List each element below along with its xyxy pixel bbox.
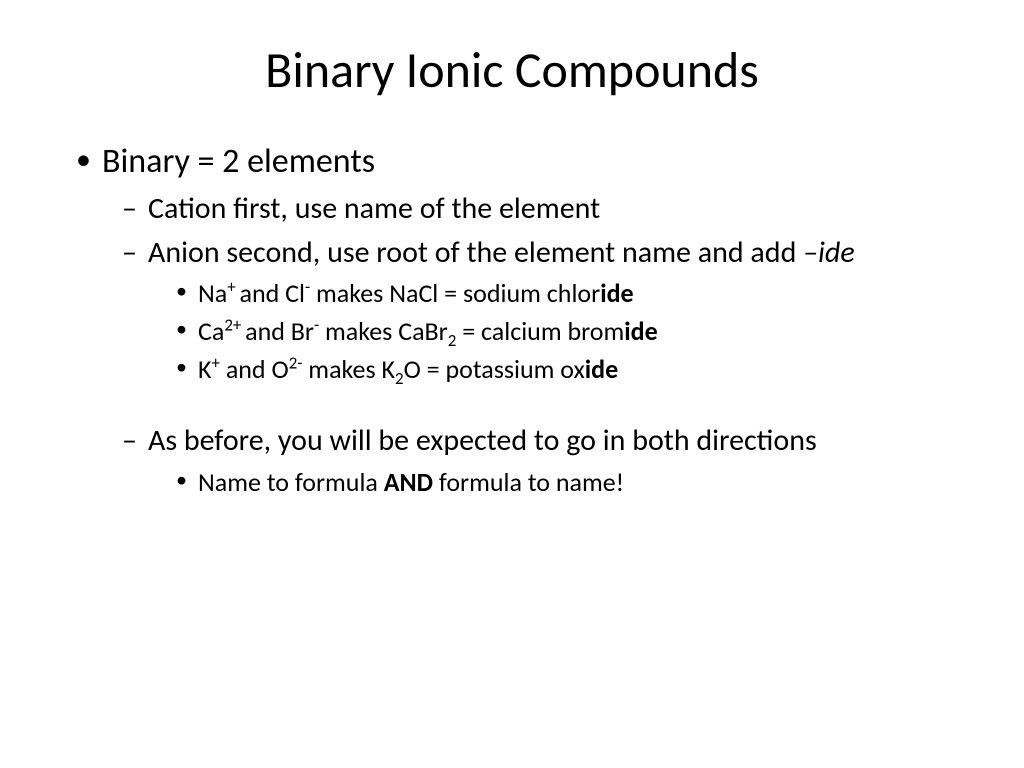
example-cabr2: Ca2+ and Br- makes CaBr2 = calcium bromi… — [174, 315, 954, 349]
bullet-list-level3-examples: Na+ and Cl- makes NaCl = sodium chloride… — [148, 277, 954, 386]
ex2-cation-charge: 2+ — [224, 314, 245, 335]
l3-name-formula: Name to formula AND formula to name! — [174, 466, 954, 500]
l1-text: Binary = 2 elements — [102, 141, 375, 182]
spacer — [120, 392, 954, 422]
l1-binary-definition: Binary = 2 elements Cation first, use na… — [70, 141, 954, 500]
l2-ide-suffix: –ide — [803, 234, 855, 271]
ex3-makes-pre: makes K — [302, 353, 395, 385]
ex3-makes-post: O = potassium ox — [404, 353, 585, 385]
slide-title: Binary Ionic Compounds — [70, 40, 954, 101]
ex2-makes-post: = calcium brom — [456, 315, 624, 347]
ex3-conj: and O — [220, 353, 289, 385]
ex2-cation: Ca — [198, 315, 224, 347]
l3-and: AND — [384, 466, 433, 498]
l2-text-pre: Anion second, use root of the element na… — [148, 234, 803, 271]
l2-anion-rule: Anion second, use root of the element na… — [120, 234, 954, 387]
bullet-list-level1: Binary = 2 elements Cation first, use na… — [70, 141, 954, 500]
ex1-ide: ide — [600, 277, 633, 309]
ex1-cation-charge: + — [227, 276, 239, 297]
bullet-list-level3-final: Name to formula AND formula to name! — [148, 466, 954, 500]
l2-text: As before, you will be expected to go in… — [148, 422, 817, 459]
example-nacl: Na+ and Cl- makes NaCl = sodium chloride — [174, 277, 954, 311]
ex2-makes-pre: makes CaBr — [319, 315, 448, 347]
ex1-conj: and Cl — [239, 277, 304, 309]
bullet-list-level2: Cation first, use name of the element An… — [102, 190, 954, 500]
ex3-cation-charge: + — [212, 352, 220, 373]
l2-cation-rule: Cation first, use name of the element — [120, 190, 954, 228]
l2-both-directions: As before, you will be expected to go in… — [120, 422, 954, 499]
example-k2o: K+ and O2- makes K2O = potassium oxide — [174, 353, 954, 387]
l3-post: formula to name! — [433, 466, 624, 498]
ex3-subscript: 2 — [395, 368, 404, 389]
ex1-cation: Na — [198, 277, 227, 309]
l2-text: Cation first, use name of the element — [148, 190, 600, 227]
ex3-anion-charge: 2- — [289, 352, 303, 373]
ex2-ide: ide — [624, 315, 657, 347]
ex1-makes: makes NaCl = sodium chlor — [310, 277, 600, 309]
ex3-ide: ide — [585, 353, 618, 385]
ex3-cation: K — [198, 353, 212, 385]
ex2-conj: and Br — [245, 315, 314, 347]
l3-pre: Name to formula — [198, 466, 384, 498]
